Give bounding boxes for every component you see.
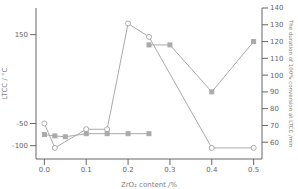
svg-text:100: 100 [270, 72, 283, 80]
svg-text:0.3: 0.3 [164, 166, 175, 174]
svg-text:90: 90 [270, 88, 279, 96]
svg-text:130: 130 [270, 21, 283, 29]
svg-text:-100: -100 [12, 142, 28, 150]
svg-text:0.0: 0.0 [39, 166, 50, 174]
svg-text:70: 70 [270, 122, 279, 130]
svg-text:0.5: 0.5 [248, 166, 259, 174]
svg-text:120: 120 [270, 38, 283, 46]
svg-text:LTCC / °C: LTCC / °C [1, 68, 9, 100]
svg-text:0.4: 0.4 [206, 166, 218, 174]
svg-text:The duration of 100% conversio: The duration of 100% conversion at LTCC … [288, 19, 294, 148]
svg-text:0.1: 0.1 [81, 166, 92, 174]
svg-text:150: 150 [15, 31, 28, 39]
svg-text:60: 60 [270, 139, 279, 147]
svg-text:110: 110 [270, 55, 283, 63]
svg-text:80: 80 [270, 105, 279, 113]
svg-text:ZrO₂ content /%: ZrO₂ content /% [121, 181, 178, 189]
svg-text:140: 140 [270, 4, 283, 12]
svg-text:0.2: 0.2 [123, 166, 134, 174]
svg-text:-50: -50 [17, 120, 28, 128]
